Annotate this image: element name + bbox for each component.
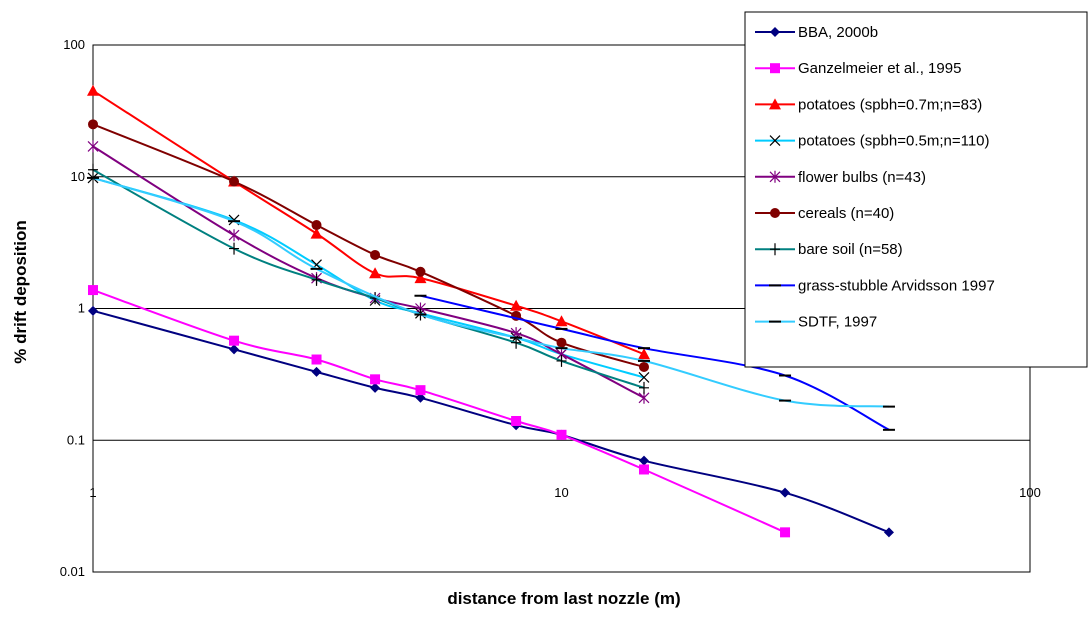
data-point [415,385,426,396]
data-point [638,371,650,383]
data-point [87,140,99,153]
legend: BBA, 2000b Ganzelmeier et al., 1995 potato… [744,11,1088,368]
data-point [87,84,99,96]
data-point [556,354,567,367]
legend-marker [769,135,781,147]
data-point [556,429,567,440]
data-point [510,299,523,311]
data-point [638,464,649,475]
data-point [311,220,322,231]
data-point [780,527,791,538]
data-point [88,285,98,296]
data-point [415,392,426,403]
data-point [229,344,240,355]
y-tick-label: 100 [63,37,85,52]
legend-box [744,11,1088,368]
legend-label: flower bulbs (n=43) [798,169,926,186]
data-point [88,163,98,176]
data-point [638,361,649,372]
data-point [370,374,381,385]
data-point [229,242,240,255]
legend-label: bare soil (n=58) [798,241,903,258]
data-point [638,455,649,466]
legend-label: BBA, 2000b [798,24,878,41]
legend-label: potatoes (spbh=0.7m;n=83) [798,96,982,113]
series-line [92,123,645,368]
data-point [311,366,322,377]
data-point [310,227,323,239]
legend-marker [770,208,780,218]
data-point [637,348,650,360]
y-tick-label: 0.01 [60,564,85,579]
data-point [780,487,791,498]
data-point [229,335,240,346]
data-point [88,305,98,316]
data-point [370,382,381,393]
legend-label: Ganzelmeier et al., 1995 [798,60,961,77]
series-line [92,309,890,534]
legend-marker [770,63,780,74]
legend-label: potatoes (spbh=0.5m;n=110) [798,133,990,150]
legend-marker [769,98,781,110]
data-point [638,381,649,394]
data-point [414,272,427,284]
legend-label: SDTF, 1997 [798,314,877,331]
x-axis-label: distance from last nozzle (m) [447,589,680,608]
data-point [229,176,240,187]
data-point [883,527,894,538]
y-tick-label: 0.1 [67,432,85,447]
data-point [88,119,98,130]
legend-marker [770,27,780,37]
x-tick-label: 10 [554,485,568,500]
data-point [556,337,567,348]
y-axis-label: % drift deposition [11,220,30,364]
series-line [92,89,645,356]
y-tick-label: 1 [78,301,85,316]
data-point [511,415,522,426]
legend-marker [770,243,780,256]
data-point [415,266,426,277]
data-point [370,249,381,260]
legend-label: cereals (n=40) [798,205,894,222]
series-line [92,289,786,534]
y-tick-label: 10 [71,169,85,184]
data-point [311,354,322,365]
data-point [555,315,568,327]
data-point [228,229,240,242]
legend-label: grass-stubble Arvidsson 1997 [798,277,995,294]
data-point [369,267,382,279]
legend-marker [769,170,781,183]
data-point [311,273,322,286]
